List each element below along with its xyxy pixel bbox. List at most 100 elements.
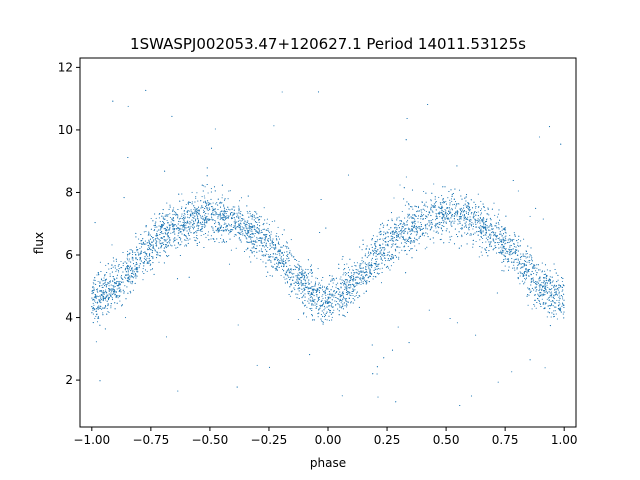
data-point [166,219,168,222]
data-point [474,220,476,222]
data-point [538,280,540,282]
data-point [442,199,444,201]
data-point [461,227,463,229]
data-point [458,220,460,222]
data-point [517,190,519,192]
data-point [394,248,396,250]
data-point [204,211,206,213]
data-point [550,300,552,302]
data-point [207,234,209,236]
data-point [309,296,311,298]
data-point [174,213,176,215]
data-point [349,281,351,283]
data-point [113,286,115,288]
data-point [248,222,250,225]
data-point [442,201,445,203]
data-point [182,223,185,226]
data-point [152,250,154,252]
data-point [191,203,193,205]
data-point [126,277,129,279]
data-point [294,265,296,267]
data-point [151,268,153,271]
data-point [345,303,348,305]
data-point [177,235,179,237]
data-point [450,221,452,223]
data-point [561,305,563,307]
data-point [172,217,174,220]
data-point [486,218,488,220]
data-point [345,288,347,290]
data-point [276,257,278,259]
data-point [467,206,469,208]
data-point [267,238,269,240]
data-point [203,246,205,249]
data-point [217,208,219,211]
data-point [260,239,262,242]
data-point [453,215,455,217]
data-point [309,294,311,296]
data-point [165,240,167,242]
data-point [527,294,529,296]
data-point [371,272,373,274]
data-point [417,221,419,223]
data-point [138,253,140,255]
data-point [478,219,480,221]
data-point [458,189,461,191]
data-point [131,267,133,269]
data-point [459,215,461,217]
data-point [238,200,241,202]
data-point [533,273,535,275]
data-point [343,288,345,290]
data-point [389,269,391,271]
data-point [336,301,338,303]
data-point [339,278,341,280]
data-point [143,231,145,233]
data-point [505,238,507,240]
data-point [380,233,382,235]
data-point [438,196,440,198]
data-point [185,239,187,241]
data-point [207,192,209,194]
data-point [274,247,276,249]
data-point [296,279,298,281]
data-point [449,199,451,201]
data-point [104,282,106,284]
data-point [407,238,409,240]
data-point [210,235,212,237]
data-point [485,219,488,221]
data-point [373,271,376,274]
data-point [561,280,563,283]
data-point [105,299,107,301]
data-point [470,219,472,221]
data-point [558,293,560,295]
data-point [507,250,509,252]
data-point [195,240,197,242]
data-point [475,214,477,216]
data-point [198,226,200,228]
data-point [426,228,429,230]
data-point [158,261,160,263]
data-point [187,213,189,215]
data-point [295,293,297,295]
data-point [103,282,105,285]
data-point [182,229,184,231]
data-point [527,304,529,306]
data-point [131,258,133,260]
data-point [404,224,406,226]
data-point [226,226,228,228]
data-point [456,212,459,214]
data-point [403,230,405,232]
data-point [256,238,258,240]
data-point [536,264,538,266]
data-point [156,226,158,228]
data-point [351,290,353,292]
data-point [411,257,413,259]
data-point [461,224,463,226]
data-point [294,281,296,283]
data-point [107,311,109,313]
data-point [469,216,471,218]
data-point [345,293,347,296]
data-point [215,226,217,228]
data-point [126,255,129,257]
data-point [215,221,217,223]
